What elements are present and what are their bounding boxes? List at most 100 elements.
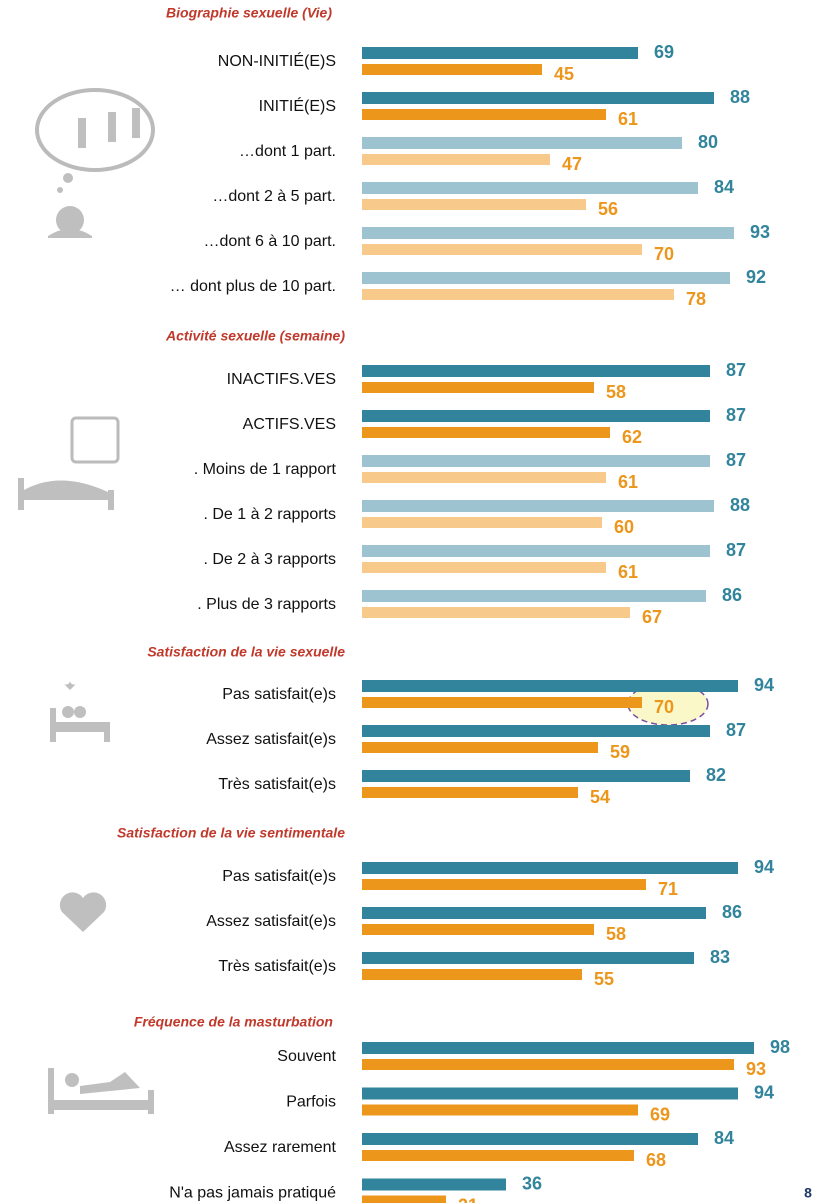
bar [362, 365, 710, 377]
category-label: Très satisfait(e)s [218, 958, 336, 975]
value-label: 58 [606, 382, 626, 402]
section-title: Satisfaction de la vie sexuelle [147, 644, 345, 660]
section-title: Activité sexuelle (semaine) [165, 328, 345, 344]
icon-bed-heart [50, 680, 110, 742]
value-label: 94 [754, 857, 774, 877]
bar [362, 742, 598, 753]
category-label: ACTIFS.VES [243, 416, 336, 433]
bar [362, 924, 594, 935]
value-label: 21 [458, 1195, 478, 1203]
value-label: 54 [590, 787, 610, 807]
category-label: NON-INITIÉ(E)S [218, 51, 336, 70]
category-label: Assez satisfait(e)s [206, 913, 336, 930]
bar [362, 562, 606, 573]
bar [362, 244, 642, 255]
bar [362, 969, 582, 980]
bar [362, 1042, 754, 1054]
section-title: Fréquence de la masturbation [134, 1014, 333, 1030]
value-label: 71 [658, 879, 678, 899]
value-label: 87 [726, 540, 746, 560]
bar [362, 590, 706, 602]
bar [362, 862, 738, 874]
value-label: 45 [554, 64, 574, 84]
value-label: 98 [770, 1037, 790, 1057]
bar [362, 725, 710, 737]
category-label: . De 2 à 3 rapports [203, 551, 336, 568]
value-label: 56 [598, 199, 618, 219]
value-label: 58 [606, 924, 626, 944]
value-label: 69 [654, 42, 674, 62]
bar [362, 1133, 698, 1145]
bar [362, 154, 550, 165]
bar [362, 500, 714, 512]
value-label: 82 [706, 765, 726, 785]
bar [362, 109, 606, 120]
bar [362, 227, 734, 239]
bar [362, 64, 542, 75]
bar [362, 272, 730, 284]
value-label: 68 [646, 1150, 666, 1170]
bar [362, 1150, 634, 1161]
value-label: 87 [726, 405, 746, 425]
bar [362, 1178, 506, 1191]
icon-bed-2 [48, 1068, 154, 1114]
value-label: 70 [654, 697, 674, 717]
icon-thought [35, 88, 155, 238]
category-label: Pas satisfait(e)s [222, 868, 336, 885]
bar [362, 952, 694, 964]
bar [362, 907, 706, 919]
category-label: N'a pas jamais pratiqué [169, 1185, 336, 1202]
value-label: 94 [754, 675, 774, 695]
bar [362, 545, 710, 557]
bar [362, 47, 638, 59]
bar [362, 182, 698, 194]
bar [362, 607, 630, 618]
value-label: 93 [750, 222, 770, 242]
value-label: 69 [650, 1104, 670, 1124]
category-label: Pas satisfait(e)s [222, 686, 336, 703]
section-title: Biographie sexuelle (Vie) [166, 5, 332, 21]
bar [362, 879, 646, 890]
value-label: 61 [618, 562, 638, 582]
category-label: … dont plus de 10 part. [170, 278, 336, 295]
category-label: …dont 6 à 10 part. [203, 233, 336, 250]
section-title: Satisfaction de la vie sentimentale [117, 825, 345, 841]
bar [362, 517, 602, 528]
bar [362, 1059, 734, 1070]
value-label: 86 [722, 902, 742, 922]
value-label: 94 [754, 1082, 774, 1102]
category-label: …dont 2 à 5 part. [212, 188, 336, 205]
value-label: 88 [730, 87, 750, 107]
value-label: 84 [714, 177, 734, 197]
category-label: . De 1 à 2 rapports [203, 506, 336, 523]
value-label: 62 [622, 427, 642, 447]
category-label: Souvent [277, 1048, 336, 1065]
category-label: Très satisfait(e)s [218, 776, 336, 793]
category-label: . Plus de 3 rapports [197, 596, 336, 613]
value-label: 92 [746, 267, 766, 287]
highlight [627, 682, 709, 726]
bar [362, 697, 642, 708]
bar [362, 1195, 446, 1203]
bar [362, 787, 578, 798]
value-label: 70 [654, 244, 674, 264]
bar [362, 382, 594, 393]
value-label: 93 [746, 1059, 766, 1079]
value-label: 88 [730, 495, 750, 515]
value-label: 36 [522, 1173, 542, 1193]
value-label: 60 [614, 517, 634, 537]
bar [362, 455, 710, 467]
category-label: INACTIFS.VES [227, 371, 336, 388]
bar [362, 427, 610, 438]
bar [362, 199, 586, 210]
bar [362, 1104, 638, 1116]
bar [362, 472, 606, 483]
bar [362, 137, 682, 149]
category-label: . Moins de 1 rapport [194, 461, 337, 478]
value-label: 67 [642, 607, 662, 627]
category-label: …dont 1 part. [239, 143, 336, 160]
value-label: 84 [714, 1128, 734, 1148]
value-label: 87 [726, 720, 746, 740]
bar [362, 92, 714, 104]
